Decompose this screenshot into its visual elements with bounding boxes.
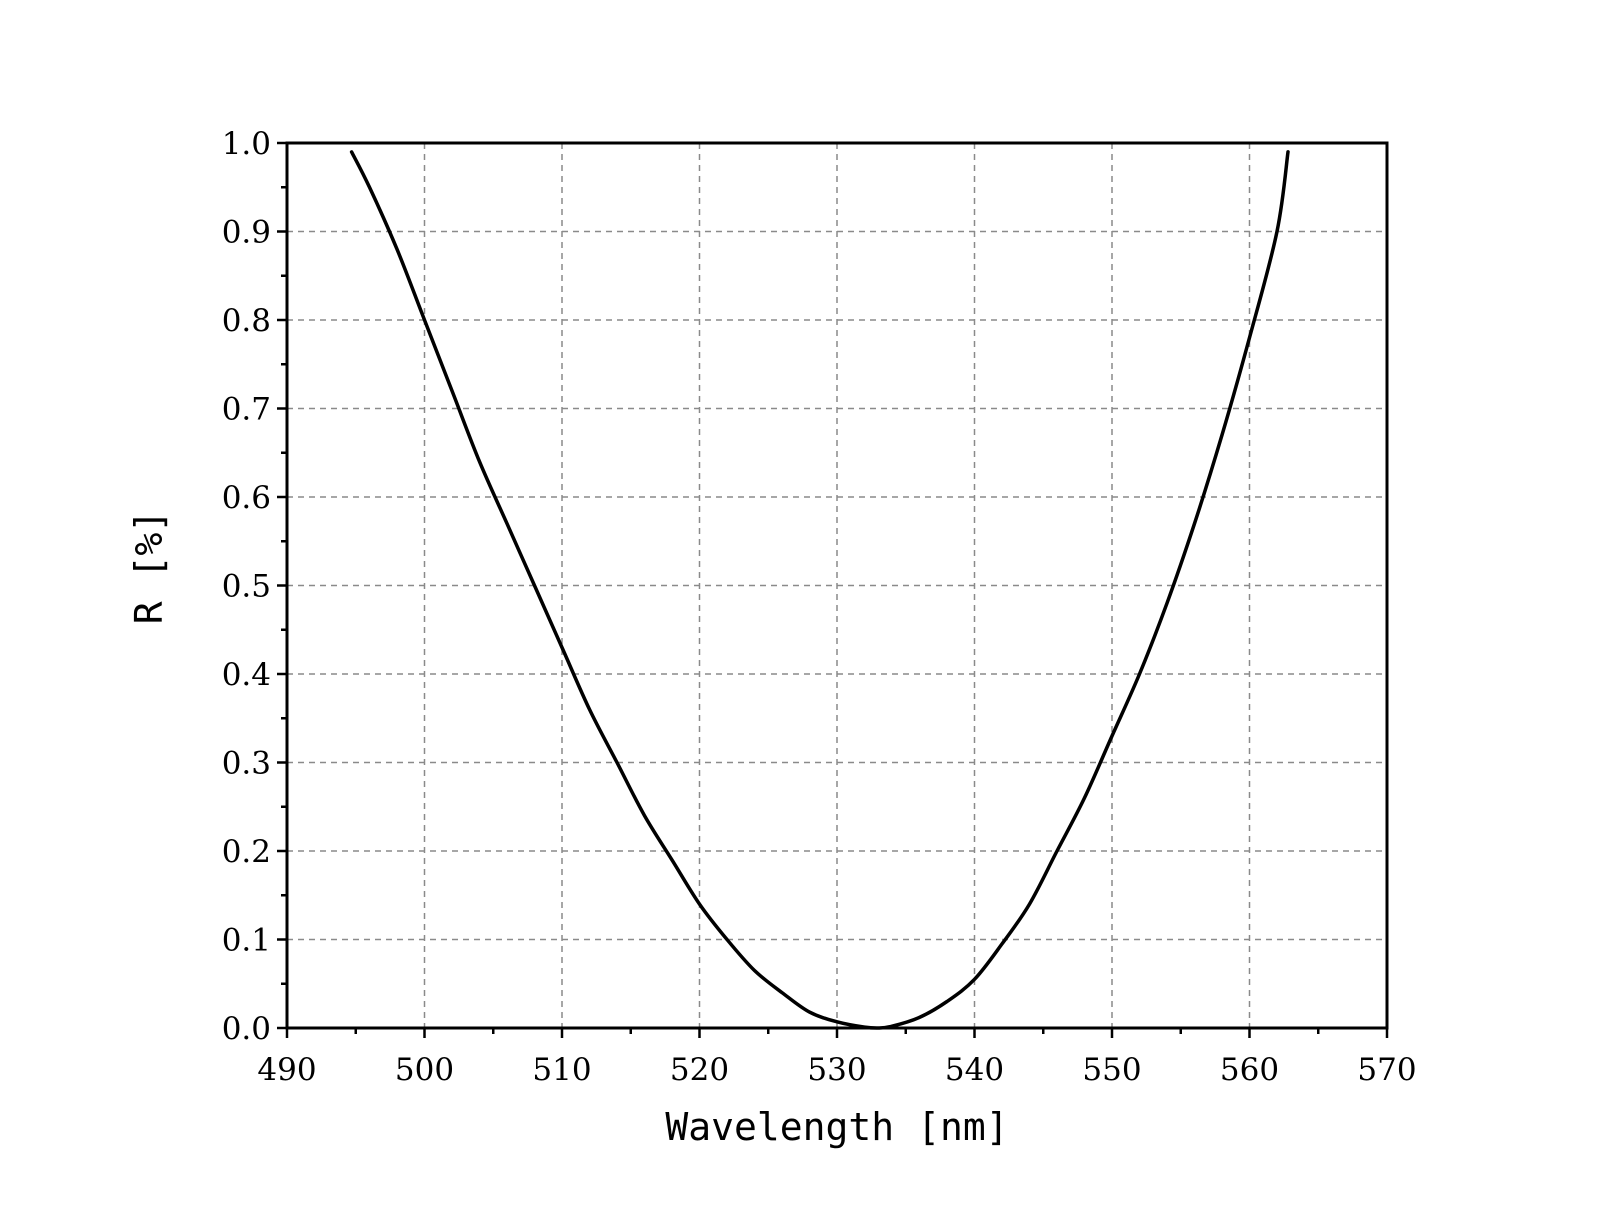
y-tick-labels: 0.0 0.1 0.2 0.3 0.4 0.5 0.6 0.7 0.8 0.9 1.0	[222, 126, 271, 1047]
x-tick-label: 490	[257, 1052, 316, 1088]
y-tick-label: 0.8	[222, 303, 271, 339]
reflectance-curve	[349, 150, 1290, 1030]
y-tick-label: 1.0	[222, 126, 271, 162]
x-tick-label: 540	[945, 1052, 1004, 1088]
x-tick-label: 530	[807, 1052, 866, 1088]
y-tick-label: 0.3	[222, 746, 271, 782]
y-tick-label: 0.1	[222, 923, 271, 959]
axis-ticks	[277, 141, 1389, 1038]
x-tick-label: 520	[670, 1052, 729, 1088]
y-tick-label: 0.0	[222, 1011, 271, 1047]
y-tick-label: 0.7	[222, 392, 271, 428]
y-tick-label: 0.2	[222, 834, 271, 870]
y-tick-label: 0.9	[222, 215, 271, 251]
y-tick-label: 0.6	[222, 480, 271, 516]
plot-frame	[285, 141, 1389, 1030]
y-tick-label: 0.4	[222, 657, 271, 693]
y-tick-label: 0.5	[222, 569, 271, 605]
grid-lines	[287, 143, 1387, 1028]
x-tick-label: 510	[532, 1052, 591, 1088]
y-axis-title: R [%]	[127, 510, 171, 624]
x-tick-labels: 490 500 510 520 530 540 550 560 570	[257, 1052, 1416, 1088]
x-tick-label: 500	[395, 1052, 454, 1088]
x-tick-label: 550	[1082, 1052, 1141, 1088]
x-axis-title: Wavelength [nm]	[665, 1105, 1008, 1149]
x-tick-label: 570	[1357, 1052, 1416, 1088]
x-tick-label: 560	[1220, 1052, 1279, 1088]
